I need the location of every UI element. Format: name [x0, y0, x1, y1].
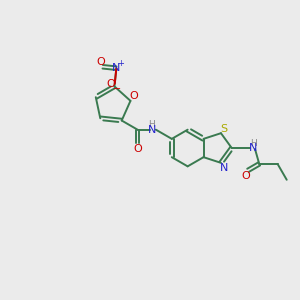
Text: O: O — [129, 91, 138, 101]
Text: N: N — [220, 163, 228, 173]
Text: H: H — [250, 139, 256, 148]
Text: O: O — [242, 171, 250, 181]
Text: H: H — [148, 120, 155, 129]
Text: O: O — [133, 144, 142, 154]
Text: N: N — [148, 125, 156, 135]
Text: O: O — [106, 79, 115, 89]
Text: S: S — [220, 124, 227, 134]
Text: O: O — [96, 57, 105, 67]
Text: −: − — [113, 84, 121, 94]
Text: N: N — [249, 143, 257, 153]
Text: +: + — [117, 59, 124, 68]
Text: N: N — [112, 63, 121, 73]
